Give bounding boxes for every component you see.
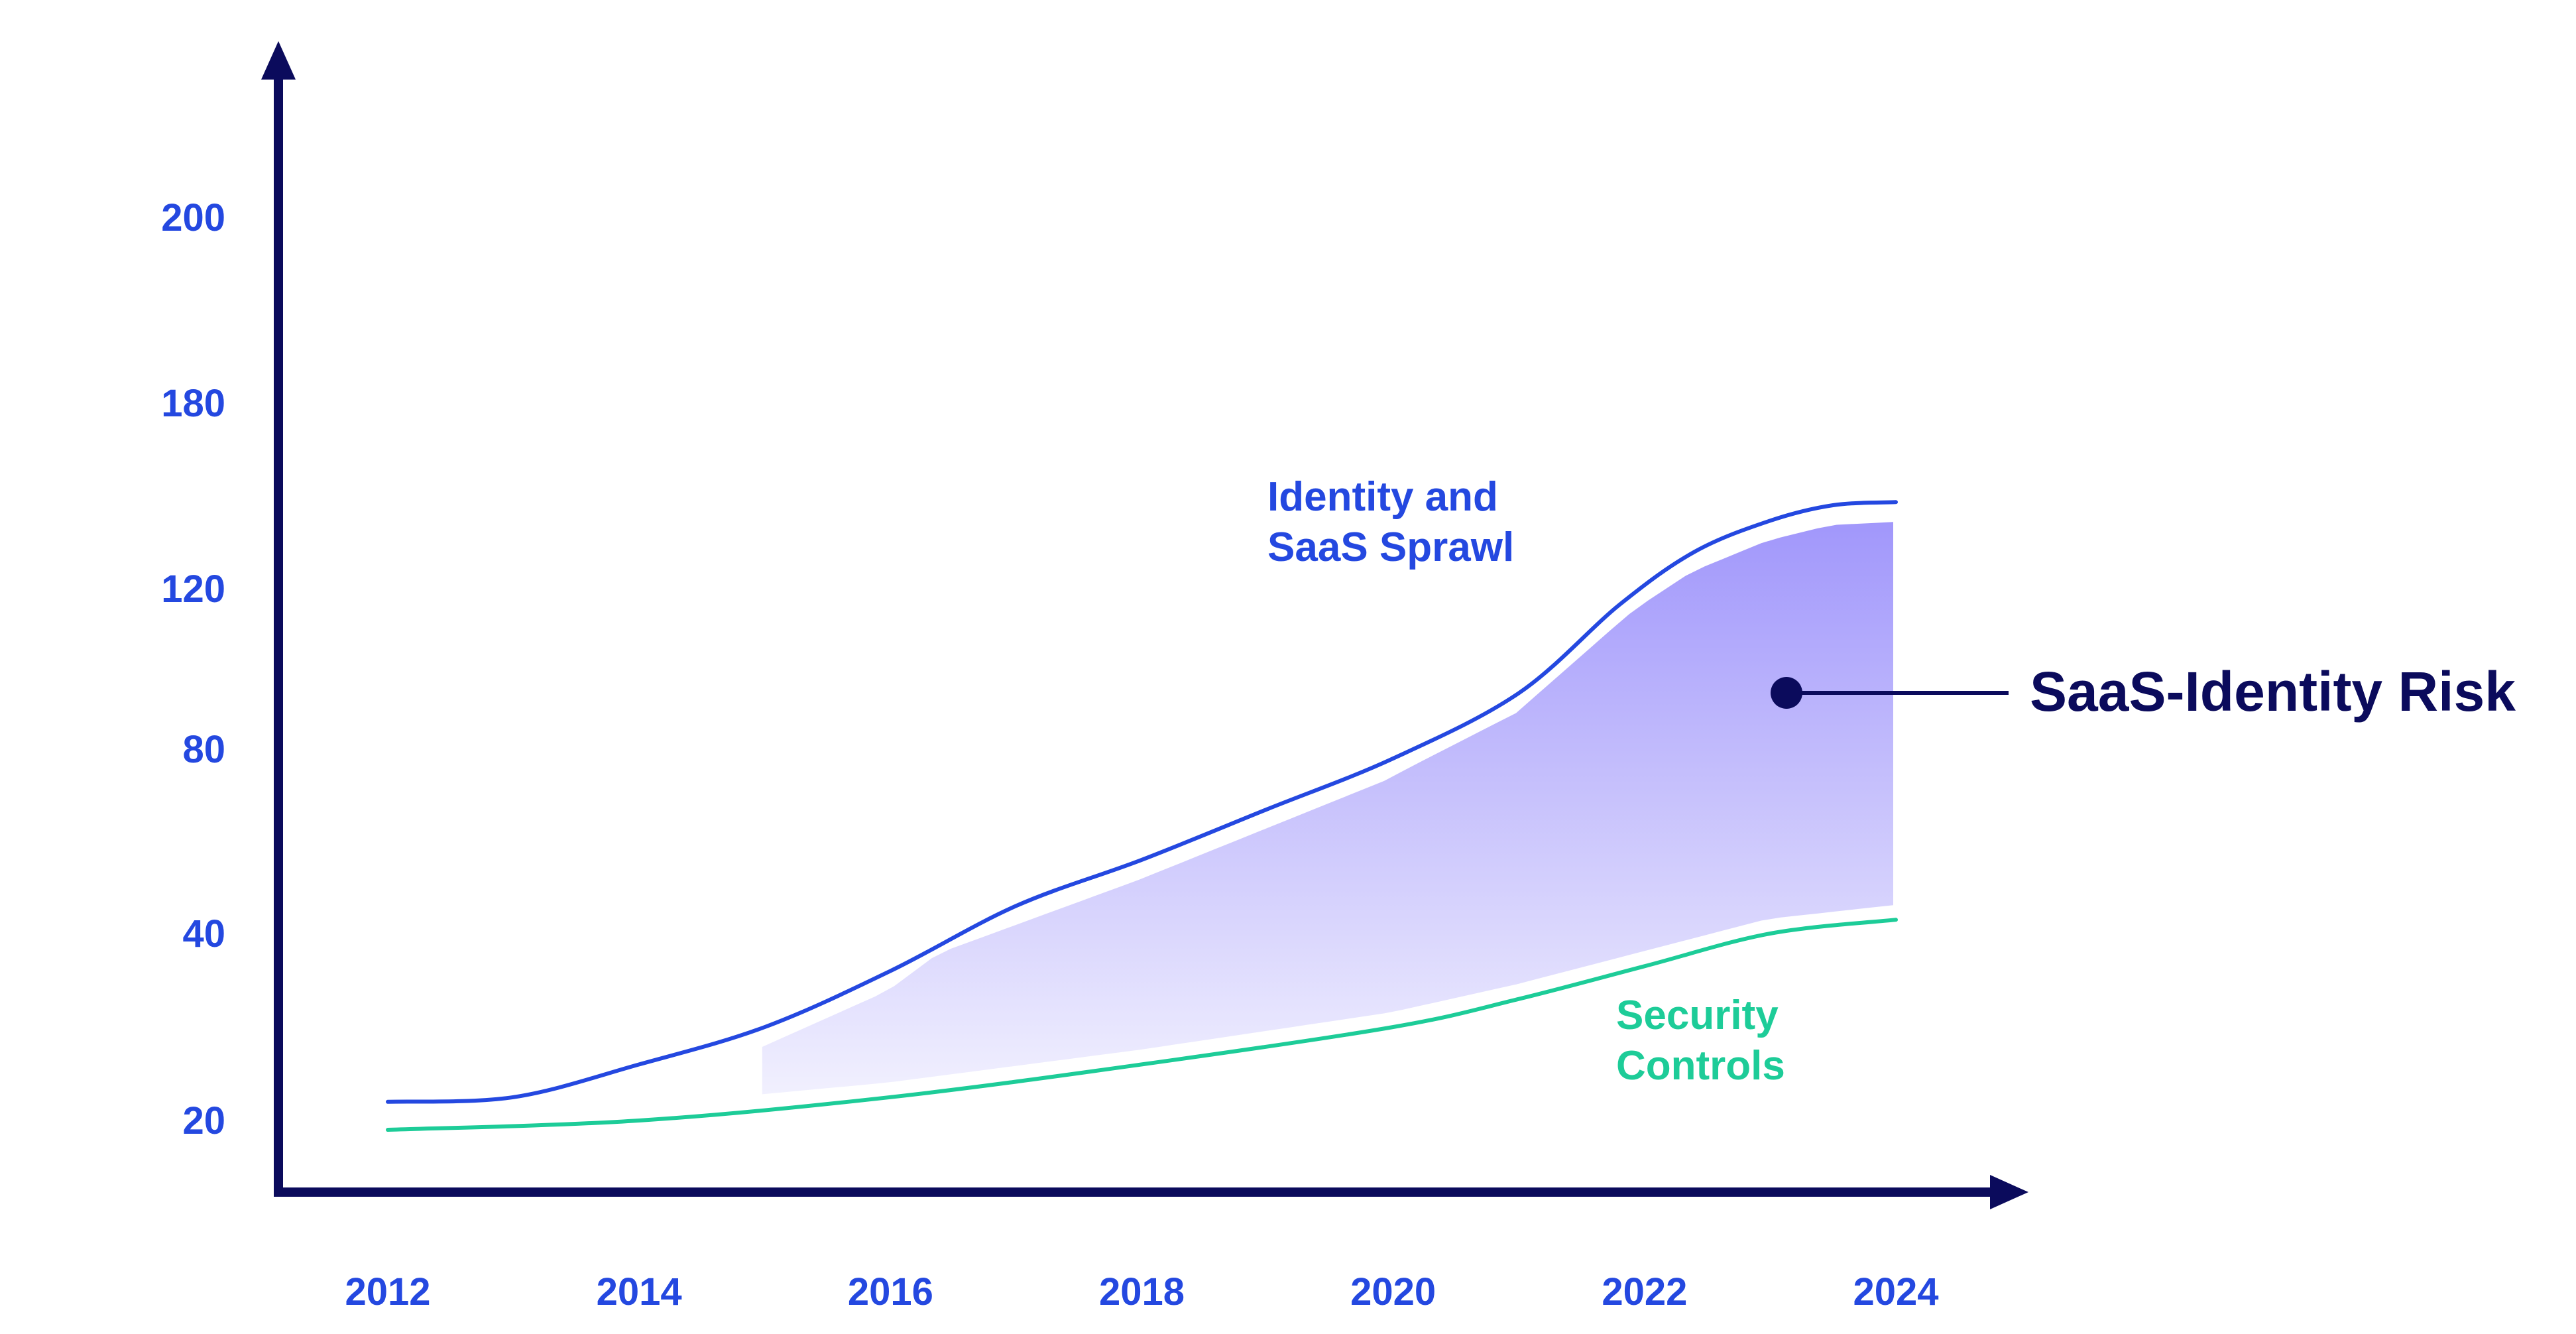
series-label-line: Security: [1616, 993, 1779, 1038]
x-tick-label: 2018: [1099, 1270, 1185, 1313]
x-tick-label: 2020: [1350, 1270, 1436, 1313]
x-axis-arrow-icon: [1990, 1175, 2028, 1209]
x-tick-label: 2024: [1853, 1270, 1938, 1313]
saas-identity-risk-label: SaaS-Identity Risk: [2030, 660, 2516, 723]
security-controls-label: Security Controls: [1616, 993, 1785, 1089]
y-axis-arrow-icon: [261, 41, 296, 80]
identity-saas-sprawl-label: Identity and SaaS Sprawl: [1267, 474, 1514, 570]
risk-band-area: [762, 522, 1893, 1095]
series-label-line: Controls: [1616, 1043, 1785, 1089]
series-label-line: SaaS Sprawl: [1267, 524, 1514, 570]
y-tick-label: 200: [161, 196, 225, 239]
x-tick-label: 2012: [345, 1270, 430, 1313]
y-tick-label: 120: [161, 568, 225, 611]
security-controls-line: [386, 918, 1898, 1132]
x-tick-label: 2014: [597, 1270, 682, 1313]
y-tick-label: 80: [182, 728, 225, 771]
y-tick-label: 20: [182, 1099, 225, 1142]
identity-saas-sprawl-line: [386, 500, 1898, 1104]
series-label-line: Identity and: [1267, 474, 1498, 520]
x-tick-label: 2022: [1602, 1270, 1687, 1313]
y-tick-label: 40: [182, 912, 225, 955]
x-tick-label: 2016: [848, 1270, 933, 1313]
y-tick-label: 180: [161, 382, 225, 425]
